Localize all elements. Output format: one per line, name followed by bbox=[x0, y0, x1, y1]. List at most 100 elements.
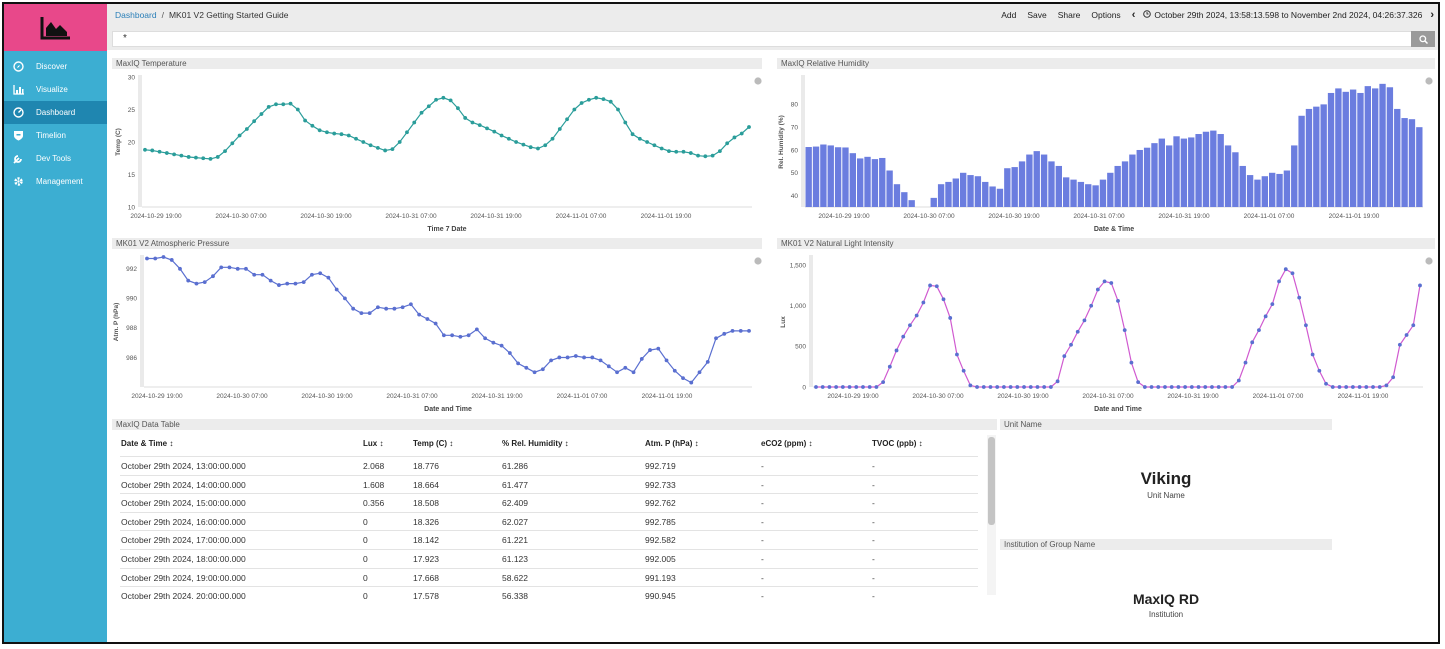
data-point[interactable] bbox=[674, 149, 679, 154]
data-point[interactable] bbox=[339, 132, 344, 137]
data-point[interactable] bbox=[161, 255, 166, 259]
data-point[interactable] bbox=[854, 385, 859, 389]
data-point[interactable] bbox=[260, 272, 265, 277]
data-point[interactable] bbox=[616, 107, 620, 112]
data-point[interactable] bbox=[1189, 385, 1194, 389]
data-point[interactable] bbox=[1384, 383, 1389, 388]
data-point[interactable] bbox=[1176, 385, 1181, 389]
data-point[interactable] bbox=[1357, 385, 1362, 389]
data-point[interactable] bbox=[1116, 298, 1120, 303]
data-point[interactable] bbox=[325, 130, 329, 135]
data-point[interactable] bbox=[361, 140, 366, 144]
data-point[interactable] bbox=[648, 348, 652, 352]
data-point[interactable] bbox=[392, 306, 397, 311]
data-point[interactable] bbox=[318, 271, 323, 276]
data-point[interactable] bbox=[914, 313, 919, 318]
data-point[interactable] bbox=[450, 333, 455, 338]
data-point[interactable] bbox=[601, 97, 606, 101]
data-point[interactable] bbox=[164, 151, 169, 155]
add-button[interactable]: Add bbox=[1001, 10, 1017, 20]
data-point[interactable] bbox=[667, 149, 671, 153]
data-point[interactable] bbox=[1089, 303, 1094, 308]
data-point[interactable] bbox=[310, 272, 314, 277]
data-point[interactable] bbox=[820, 385, 825, 389]
data-point[interactable] bbox=[908, 323, 912, 328]
data-point[interactable] bbox=[645, 140, 650, 144]
data-point[interactable] bbox=[664, 358, 669, 363]
data-point[interactable] bbox=[153, 256, 158, 261]
data-point[interactable] bbox=[590, 355, 595, 360]
data-point[interactable] bbox=[1310, 352, 1315, 357]
data-point[interactable] bbox=[1223, 385, 1228, 389]
data-point[interactable] bbox=[623, 365, 628, 370]
data-point[interactable] bbox=[630, 132, 635, 137]
data-point[interactable] bbox=[1283, 267, 1288, 272]
data-point[interactable] bbox=[169, 258, 174, 262]
time-range-picker[interactable]: October 29th 2024, 13:58:13.598 to Novem… bbox=[1154, 10, 1423, 20]
data-point[interactable] bbox=[550, 136, 555, 141]
search-input[interactable]: * bbox=[112, 31, 1412, 47]
data-point[interactable] bbox=[426, 104, 431, 109]
data-point[interactable] bbox=[235, 266, 240, 271]
search-button[interactable] bbox=[1411, 31, 1435, 47]
data-point[interactable] bbox=[1169, 385, 1174, 389]
data-point[interactable] bbox=[376, 305, 380, 310]
sidebar-item-visualize[interactable]: Visualize bbox=[4, 78, 107, 101]
data-point[interactable] bbox=[615, 370, 619, 375]
data-point[interactable] bbox=[507, 351, 512, 355]
data-point[interactable] bbox=[516, 361, 520, 366]
data-point[interactable] bbox=[1075, 329, 1080, 334]
column-header[interactable]: Lux ↕ bbox=[363, 439, 384, 448]
data-point[interactable] bbox=[934, 284, 939, 289]
data-point[interactable] bbox=[1122, 328, 1127, 333]
data-point[interactable] bbox=[988, 385, 993, 389]
data-point[interactable] bbox=[524, 365, 529, 370]
save-button[interactable]: Save bbox=[1027, 10, 1047, 20]
data-point[interactable] bbox=[186, 278, 191, 283]
data-point[interactable] bbox=[351, 306, 356, 311]
data-point[interactable] bbox=[186, 155, 191, 159]
breadcrumb-dashboard-link[interactable]: Dashboard bbox=[115, 10, 157, 20]
data-point[interactable] bbox=[474, 327, 479, 332]
chevron-right-icon[interactable]: › bbox=[1430, 9, 1434, 21]
sidebar-item-dashboard[interactable]: Dashboard bbox=[4, 101, 107, 124]
data-point[interactable] bbox=[230, 141, 235, 146]
data-point[interactable] bbox=[814, 385, 818, 389]
data-point[interactable] bbox=[202, 280, 207, 285]
data-point[interactable] bbox=[549, 358, 553, 363]
data-point[interactable] bbox=[981, 385, 986, 389]
data-point[interactable] bbox=[1109, 281, 1114, 285]
data-point[interactable] bbox=[400, 305, 405, 310]
data-point[interactable] bbox=[681, 376, 685, 381]
data-point[interactable] bbox=[466, 333, 471, 338]
data-point[interactable] bbox=[1397, 342, 1402, 347]
data-point[interactable] bbox=[1411, 323, 1416, 328]
data-point[interactable] bbox=[266, 105, 271, 109]
data-point[interactable] bbox=[747, 328, 751, 333]
data-point[interactable] bbox=[425, 317, 430, 321]
data-point[interactable] bbox=[1048, 385, 1053, 389]
collapse-icon[interactable] bbox=[754, 257, 762, 265]
data-point[interactable] bbox=[491, 340, 496, 345]
data-point[interactable] bbox=[1317, 368, 1322, 373]
data-point[interactable] bbox=[732, 135, 737, 140]
scrollbar-thumb[interactable] bbox=[988, 437, 995, 525]
data-point[interactable] bbox=[252, 119, 257, 124]
column-header[interactable]: TVOC (ppb) ↕ bbox=[872, 439, 923, 448]
data-point[interactable] bbox=[672, 368, 677, 373]
data-point[interactable] bbox=[1377, 385, 1382, 389]
data-point[interactable] bbox=[483, 336, 488, 341]
data-point[interactable] bbox=[259, 112, 264, 116]
data-point[interactable] bbox=[887, 364, 892, 369]
data-point[interactable] bbox=[703, 154, 708, 159]
data-point[interactable] bbox=[383, 148, 388, 153]
data-point[interactable] bbox=[659, 146, 664, 151]
collapse-icon[interactable] bbox=[1425, 257, 1433, 265]
data-point[interactable] bbox=[631, 370, 636, 375]
data-point[interactable] bbox=[1015, 385, 1020, 389]
chevron-left-icon[interactable]: ‹ bbox=[1131, 9, 1136, 21]
data-point[interactable] bbox=[696, 153, 700, 158]
data-point[interactable] bbox=[688, 151, 693, 155]
data-point[interactable] bbox=[397, 140, 402, 144]
data-point[interactable] bbox=[1257, 328, 1261, 333]
